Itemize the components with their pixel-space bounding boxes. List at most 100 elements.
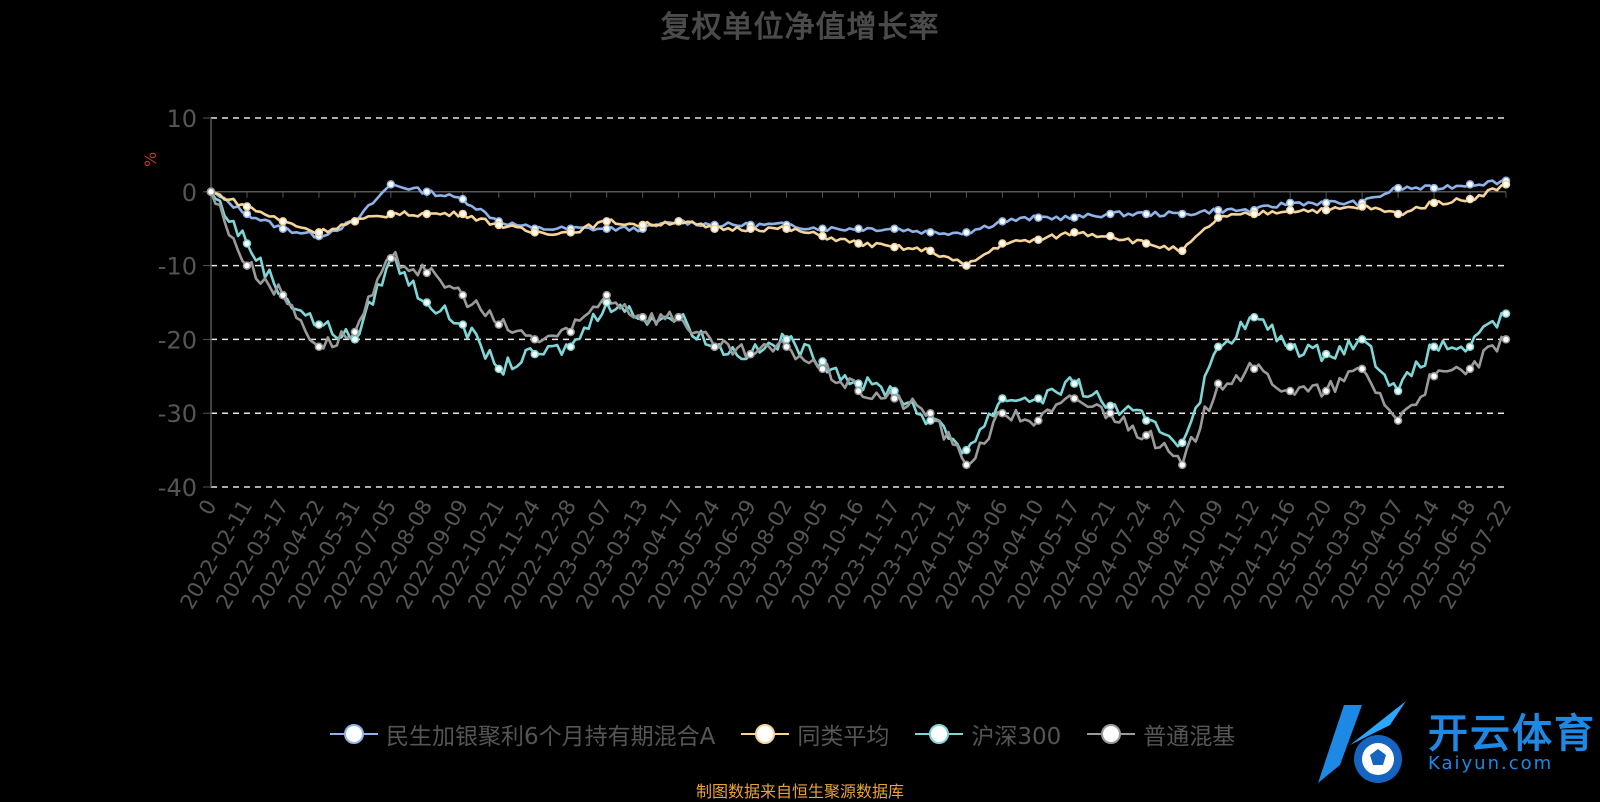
data-point: [350, 217, 360, 226]
data-point: [1178, 246, 1187, 256]
data-point: [1465, 342, 1475, 352]
data-point: [746, 349, 755, 359]
data-point: [854, 386, 863, 396]
legend-item[interactable]: 同类平均: [741, 717, 889, 751]
data-point: [1465, 194, 1475, 204]
data-point: [1429, 342, 1439, 352]
data-point: [1285, 198, 1295, 208]
data-point: [278, 290, 288, 300]
chart-legend[interactable]: 民生加银聚利6个月持有期混合A 同类平均 沪深300 普通混基: [330, 717, 1235, 751]
data-point: [242, 239, 252, 248]
data-point: [458, 194, 468, 204]
data-point: [890, 386, 899, 396]
data-point: [818, 224, 827, 233]
data-point: [1106, 209, 1115, 219]
legend-label: 普通混基: [1143, 724, 1236, 750]
data-point: [1465, 180, 1475, 189]
logo-text-cn: 开云体育: [1428, 711, 1596, 757]
data-point: [1501, 335, 1511, 344]
data-point: [1429, 198, 1439, 208]
data-point: [1106, 408, 1115, 418]
logo-text-en: Kaiyun.com: [1428, 753, 1554, 774]
data-point: [458, 290, 468, 300]
data-point: [1321, 206, 1331, 215]
data-point: [1249, 313, 1259, 322]
data-point: [1285, 386, 1295, 396]
data-point: [1034, 213, 1043, 222]
data-point: [962, 228, 971, 237]
data-point: [890, 394, 899, 403]
data-point: [1142, 239, 1151, 248]
data-point: [602, 290, 611, 300]
data-point: [566, 228, 575, 237]
data-point: [710, 224, 719, 233]
data-point: [1321, 198, 1331, 208]
data-point: [350, 327, 360, 337]
data-point: [926, 228, 935, 237]
data-point: [602, 224, 611, 233]
data-point: [1070, 228, 1079, 237]
kaiyun-k-ball-icon: [1318, 701, 1406, 783]
data-point: [818, 231, 827, 241]
data-point: [530, 335, 539, 344]
data-point: [926, 246, 935, 256]
data-point: [602, 217, 611, 226]
data-point: [638, 220, 647, 230]
data-point: [1213, 213, 1223, 222]
data-point: [386, 180, 396, 189]
data-point: [1070, 213, 1079, 222]
y-tick-label: -40: [158, 474, 197, 502]
data-point: [962, 460, 971, 470]
data-point: [890, 224, 899, 233]
data-point: [494, 320, 504, 329]
data-point: [566, 342, 575, 352]
data-point: [782, 224, 791, 233]
data-source-note: 制图数据来自恒生聚源数据库: [695, 782, 904, 801]
data-point: [422, 298, 432, 307]
data-point: [1142, 209, 1151, 219]
data-point: [1178, 209, 1187, 219]
data-point: [530, 228, 539, 237]
data-point: [746, 224, 755, 233]
data-point: [962, 261, 971, 270]
legend-item[interactable]: 民生加银聚利6个月持有期混合A: [330, 717, 715, 751]
data-point: [1178, 438, 1187, 447]
legend-item[interactable]: 沪深300: [915, 717, 1061, 751]
data-point: [1501, 180, 1511, 189]
data-point: [962, 445, 971, 455]
legend-swatch-icon: [741, 724, 790, 744]
data-point: [1429, 372, 1439, 381]
y-tick-label: -30: [158, 400, 197, 428]
legend-swatch-icon: [915, 724, 964, 744]
data-point: [422, 268, 432, 278]
data-point: [1178, 460, 1187, 470]
data-point: [1321, 386, 1331, 396]
data-point: [386, 209, 396, 219]
data-point: [242, 261, 252, 270]
data-point: [890, 242, 899, 252]
data-point: [1249, 364, 1259, 374]
data-point: [926, 408, 935, 418]
legend-item[interactable]: 普通混基: [1087, 717, 1235, 751]
data-point: [1465, 364, 1475, 374]
legend-swatch-icon: [330, 724, 378, 744]
data-point: [458, 209, 468, 219]
data-point: [1213, 206, 1223, 215]
data-point: [998, 394, 1007, 403]
legend-label: 同类平均: [797, 724, 890, 750]
data-point: [1285, 206, 1295, 215]
data-point: [602, 298, 611, 307]
data-point: [206, 187, 216, 197]
data-point: [422, 209, 432, 219]
data-point: [1070, 394, 1079, 403]
data-point: [926, 416, 935, 425]
data-point: [1393, 183, 1403, 193]
data-point: [782, 342, 791, 352]
data-point: [1393, 386, 1403, 396]
data-point: [1034, 235, 1043, 245]
data-point: [1106, 401, 1115, 411]
data-point: [278, 224, 288, 233]
data-point: [1393, 416, 1403, 425]
data-point: [422, 187, 432, 197]
data-point: [1429, 183, 1439, 193]
